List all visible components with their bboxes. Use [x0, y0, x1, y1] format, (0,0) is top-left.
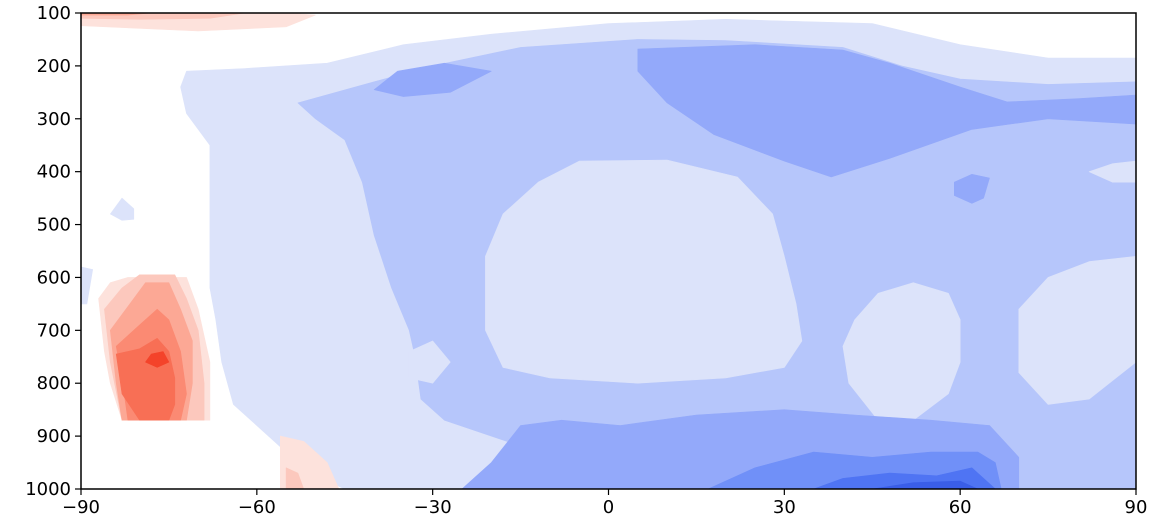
contour-region-neg3-14	[953, 174, 990, 204]
y-tick-label: 100	[37, 3, 71, 24]
y-tick-label: 1000	[25, 479, 71, 500]
contour-region-neg1-8	[842, 282, 961, 421]
contour-region-neg3-12	[373, 62, 492, 97]
contour-fill-layer	[81, 13, 1136, 489]
contour-region-neg1-10	[1088, 160, 1136, 183]
contour-region-neg1-4	[110, 197, 135, 221]
y-tick-label: 400	[37, 162, 71, 183]
contour-region-neg1-11	[408, 340, 451, 384]
x-tick-label: 90	[1125, 497, 1148, 518]
y-tick-label: 600	[37, 267, 71, 288]
x-tick-label: 30	[773, 497, 796, 518]
x-tick-label: −60	[238, 497, 276, 518]
y-tick-label: 300	[37, 109, 71, 130]
contour-region-neg1-7	[485, 159, 803, 384]
contour-region-neg1-9	[1018, 255, 1136, 405]
contour-region-neg1-5	[81, 266, 93, 305]
x-tick-label: −90	[62, 497, 100, 518]
y-tick-label: 200	[37, 56, 71, 77]
y-tick-label: 700	[37, 320, 71, 341]
contour-region-neg6-18	[871, 480, 979, 489]
x-tick-label: −30	[414, 497, 452, 518]
y-axis: 100 200 300 400 500 600 700 800 900 1000	[25, 3, 81, 500]
x-tick-label: 60	[949, 497, 972, 518]
contour-region-neg3-13	[637, 44, 1136, 178]
y-tick-label: 500	[37, 215, 71, 236]
x-axis: −90 −60 −30 0 30 60 90	[62, 489, 1147, 518]
y-tick-label: 800	[37, 373, 71, 394]
y-tick-label: 900	[37, 426, 71, 447]
contour-region-pos6-24	[145, 351, 170, 368]
x-tick-label: 0	[603, 497, 614, 518]
contour-region-pos2-26	[285, 467, 305, 489]
